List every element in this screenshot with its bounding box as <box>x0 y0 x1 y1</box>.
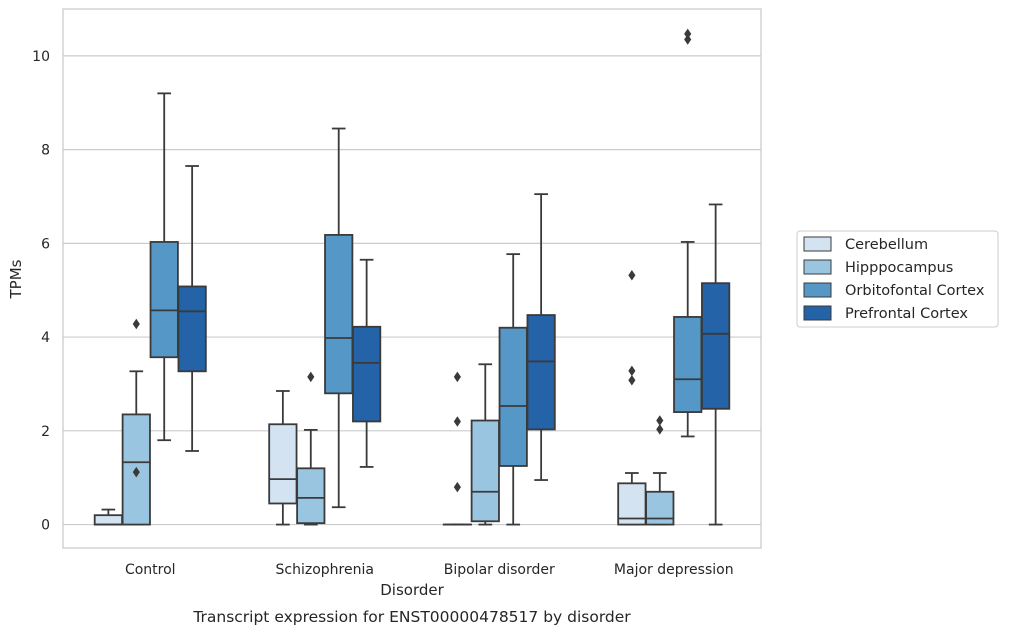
series-1 <box>121 318 675 526</box>
outlier-point-0 <box>132 466 140 478</box>
box-iqr <box>673 316 703 413</box>
box-3-2 <box>526 193 556 481</box>
legend: Cerebellum Hipppocampus Orbitofontal Corte… <box>796 230 999 328</box>
y-tick-label-5: 10 <box>32 49 50 65</box>
box-iqr <box>93 514 123 526</box>
y-tick-label-3: 6 <box>41 236 50 252</box>
box-iqr <box>701 282 731 410</box>
outlier-point-2 <box>628 269 636 281</box>
legend-swatch-0 <box>803 236 832 252</box>
box-3-0 <box>177 165 207 452</box>
legend-label-1: Hipppocampus <box>845 260 953 276</box>
box-1-2 <box>470 363 500 526</box>
legend-label-2: Orbitofontal Cortex <box>845 283 985 299</box>
plot-area-frame <box>62 8 762 549</box>
y-tick-label-2: 4 <box>41 330 50 346</box>
x-tick-label-1: Schizophrenia <box>276 562 374 578</box>
y-axis-label: TPMs <box>7 259 25 299</box>
box-3-1 <box>352 258 382 468</box>
box-0-2 <box>442 371 472 526</box>
box-series-group <box>93 28 731 526</box>
legend-label-3: Prefrontal Cortex <box>845 306 968 322</box>
box-iqr <box>498 326 528 467</box>
box-2-2 <box>498 253 528 526</box>
box-iqr <box>149 241 179 359</box>
y-tick-label-0: 0 <box>41 518 50 534</box>
y-tick-label-4: 8 <box>41 143 50 159</box>
chart-caption: Transcript expression for ENST0000047851… <box>192 608 631 626</box>
x-tick-label-0: Control <box>125 562 176 578</box>
box-1-1 <box>296 371 326 526</box>
y-tick-label-1: 2 <box>41 424 50 440</box>
box-iqr <box>296 467 326 525</box>
box-2-1 <box>324 127 354 509</box>
box-iqr <box>470 419 500 523</box>
box-0-3 <box>617 269 647 526</box>
outlier-point-1 <box>453 416 461 427</box>
outlier-point-1 <box>684 28 692 40</box>
box-3-3 <box>701 203 731 526</box>
outlier-point-0 <box>628 374 636 386</box>
y-axis-ticks: 0 2 4 6 8 10 <box>32 49 50 534</box>
x-axis-ticks: Control Schizophrenia Bipolar disorder Majo… <box>125 562 734 578</box>
box-1-3 <box>645 415 675 526</box>
series-3 <box>177 165 731 526</box>
box-2-3 <box>673 28 703 438</box>
box-0-1 <box>268 390 298 526</box>
outlier-point-1 <box>628 365 636 377</box>
outlier-point-2 <box>453 371 461 383</box>
outlier-point-1 <box>656 415 664 426</box>
outlier-point-0 <box>307 371 315 383</box>
box-iqr <box>352 325 382 423</box>
outlier-point-0 <box>453 481 461 493</box>
legend-swatch-2 <box>803 282 832 298</box>
box-iqr <box>177 285 207 373</box>
x-tick-label-3: Major depression <box>614 562 734 578</box>
outlier-point-0 <box>684 34 692 45</box>
box-iqr <box>645 490 675 526</box>
legend-frame <box>796 230 999 328</box>
box-iqr <box>324 234 354 395</box>
box-iqr <box>268 423 298 505</box>
legend-swatch-1 <box>803 259 832 275</box>
box-1-0 <box>121 318 151 526</box>
x-axis-label: Disorder <box>380 581 444 599</box>
series-2 <box>149 28 703 526</box>
legend-swatch-3 <box>803 305 832 321</box>
legend-label-0: Cerebellum <box>845 237 928 253</box>
outlier-point-0 <box>656 424 664 435</box>
box-2-0 <box>149 92 179 442</box>
outlier-point-1 <box>132 318 140 330</box>
box-0-0 <box>93 508 123 526</box>
box-iqr <box>526 314 556 431</box>
x-tick-label-2: Bipolar disorder <box>444 562 555 578</box>
